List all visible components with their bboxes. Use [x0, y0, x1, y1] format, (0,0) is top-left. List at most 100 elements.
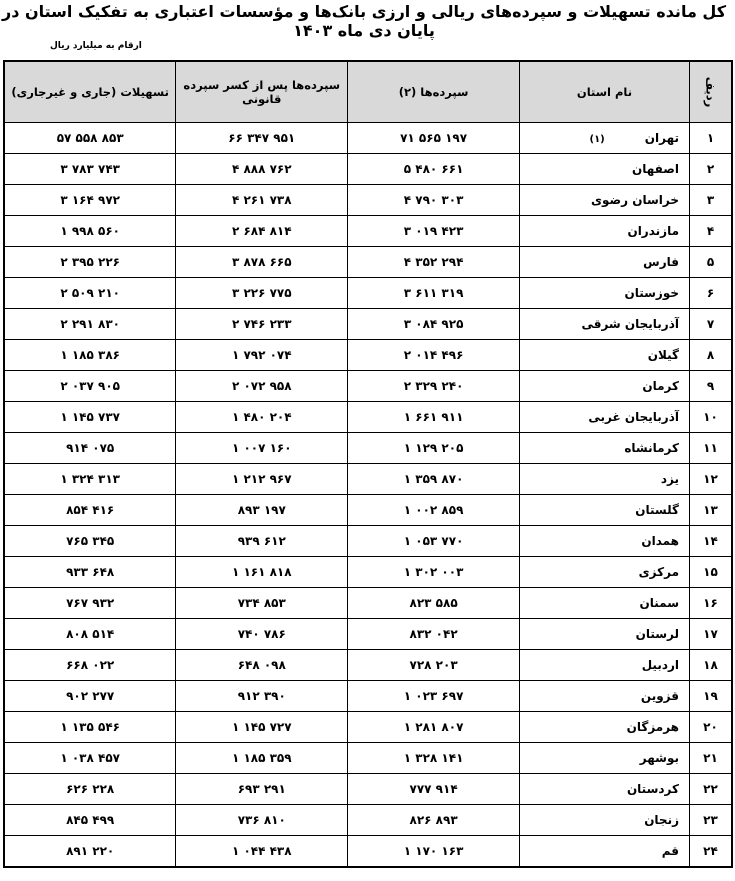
table-row: ۱۵ مرکزی ۱ ۳۰۲ ۰۰۳ ۱ ۱۶۱ ۸۱۸ ۹۳۳ ۶۴۸ — [3, 556, 733, 588]
value-cell: ۲ ۰۱۴ ۴۹۶ — [347, 339, 520, 371]
province-cell: گیلان — [519, 339, 690, 371]
value-cell: ۱ ۶۶۱ ۹۱۱ — [347, 401, 520, 433]
net-deposits: ۲ ۷۴۶ ۲۳۳ — [231, 317, 292, 331]
net-deposits: ۱ ۴۸۰ ۲۰۴ — [231, 410, 292, 424]
deposits: ۴ ۷۹۰ ۳۰۳ — [403, 193, 464, 207]
row-number: ۱۸ — [689, 649, 733, 681]
subtitle: ارقام به میلیارد ریال — [50, 41, 142, 51]
value-cell: ۱ ۱۸۵ ۳۸۶ — [3, 339, 177, 371]
value-cell: ۴ ۳۵۲ ۲۹۴ — [347, 246, 520, 278]
deposits: ۱ ۰۲۳ ۶۹۷ — [403, 689, 464, 703]
deposits: ۷۲۸ ۲۰۳ — [409, 658, 458, 672]
net-deposits: ۶۶ ۳۴۷ ۹۵۱ — [228, 131, 296, 145]
row-number: ۱۷ — [689, 618, 733, 650]
row-number: ۱۶ — [689, 587, 733, 619]
province-name: قزوین — [640, 689, 679, 703]
value-cell: ۱ ۴۸۰ ۲۰۴ — [175, 401, 349, 433]
title: کل مانده تسهیلات و سپرده‌های ریالی و ارز… — [1, 2, 727, 40]
table-row: ۴ مازندران ۳ ۰۱۹ ۴۲۳ ۲ ۶۸۴ ۸۱۴ ۱ ۹۹۸ ۵۶۰ — [3, 215, 733, 247]
value-cell: ۱ ۰۳۸ ۴۵۷ — [3, 742, 177, 774]
value-cell: ۱ ۰۰۷ ۱۶۰ — [175, 432, 349, 464]
row-number: ۱۹ — [689, 680, 733, 712]
value-cell: ۱ ۳۲۸ ۱۴۱ — [347, 742, 520, 774]
value-cell: ۱ ۱۴۵ ۷۲۷ — [175, 711, 349, 743]
deposits: ۸۲۳ ۵۸۵ — [409, 596, 458, 610]
footnote-ref: (۱) — [589, 134, 605, 145]
value-cell: ۷۴۰ ۷۸۶ — [175, 618, 349, 650]
deposits: ۷۷۷ ۹۱۴ — [409, 782, 458, 796]
net-deposits: ۹۱۲ ۳۹۰ — [237, 689, 286, 703]
facilities: ۱ ۱۴۵ ۷۳۷ — [60, 410, 120, 424]
value-cell: ۱ ۷۹۲ ۰۷۴ — [175, 339, 349, 371]
value-cell: ۲ ۳۲۹ ۲۴۰ — [347, 370, 520, 402]
table-row: ۱۳ گلستان ۱ ۰۰۲ ۸۵۹ ۸۹۳ ۱۹۷ ۸۵۴ ۴۱۶ — [3, 494, 733, 526]
net-deposits: ۷۴۰ ۷۸۶ — [237, 627, 286, 641]
province-name: کرمان — [642, 379, 679, 393]
table-row: ۶ خوزستان ۳ ۶۱۱ ۳۱۹ ۳ ۲۲۶ ۷۷۵ ۲ ۵۰۹ ۲۱۰ — [3, 277, 733, 309]
value-cell: ۱ ۱۸۵ ۳۵۹ — [175, 742, 349, 774]
facilities: ۵۷ ۵۵۸ ۸۵۳ — [56, 131, 124, 145]
facilities: ۱ ۰۳۸ ۴۵۷ — [60, 751, 120, 765]
facilities: ۸۰۸ ۵۱۴ — [66, 627, 115, 641]
table-row: ۲۴ قم ۱ ۱۷۰ ۱۶۳ ۱ ۰۴۴ ۴۳۸ ۸۹۱ ۲۲۰ — [3, 835, 733, 868]
value-cell: ۹۳۹ ۶۱۲ — [175, 525, 349, 557]
table-row: ۸ گیلان ۲ ۰۱۴ ۴۹۶ ۱ ۷۹۲ ۰۷۴ ۱ ۱۸۵ ۳۸۶ — [3, 339, 733, 371]
header-cell: نام استان — [519, 60, 690, 123]
row-number: ۱۵ — [689, 556, 733, 588]
province-cell: بوشهر — [519, 742, 690, 774]
value-cell: ۳ ۲۲۶ ۷۷۵ — [175, 277, 349, 309]
province-name: یزد — [660, 472, 679, 486]
facilities: ۶۶۸ ۰۲۲ — [66, 658, 115, 672]
value-cell: ۱ ۰۵۳ ۷۷۰ — [347, 525, 520, 557]
province-name: آذربایجان غربی — [588, 410, 679, 424]
net-deposits: ۱ ۱۴۵ ۷۲۷ — [231, 720, 292, 734]
facilities: ۳ ۷۸۳ ۷۴۳ — [60, 162, 120, 176]
value-cell: ۱ ۱۳۵ ۵۴۶ — [3, 711, 177, 743]
table-row: ۲۰ هرمزگان ۱ ۲۸۱ ۸۰۷ ۱ ۱۴۵ ۷۲۷ ۱ ۱۳۵ ۵۴۶ — [3, 711, 733, 743]
row-number: ۲۴ — [689, 835, 733, 868]
value-cell: ۲ ۵۰۹ ۲۱۰ — [3, 277, 177, 309]
value-cell: ۷۶۵ ۳۴۵ — [3, 525, 177, 557]
province-name: فارس — [643, 255, 679, 269]
row-number: ۸ — [689, 339, 733, 371]
row-number: ۶ — [689, 277, 733, 309]
facilities: ۱ ۱۸۵ ۳۸۶ — [60, 348, 120, 362]
deposits: ۳ ۰۸۴ ۹۲۵ — [403, 317, 464, 331]
table-row: ۲ اصفهان ۵ ۴۸۰ ۶۶۱ ۴ ۸۸۸ ۷۶۲ ۳ ۷۸۳ ۷۴۳ — [3, 153, 733, 185]
province-name: قم — [661, 844, 679, 858]
value-cell: ۶۲۶ ۲۲۸ — [3, 773, 177, 805]
value-cell: ۶۴۸ ۰۹۸ — [175, 649, 349, 681]
row-number: ۴ — [689, 215, 733, 247]
province-name: سمنان — [639, 596, 680, 610]
table-row: ۱۴ همدان ۱ ۰۵۳ ۷۷۰ ۹۳۹ ۶۱۲ ۷۶۵ ۳۴۵ — [3, 525, 733, 557]
province-cell: لرستان — [519, 618, 690, 650]
row-number: ۱۰ — [689, 401, 733, 433]
facilities: ۲ ۰۳۷ ۹۰۵ — [60, 379, 120, 393]
deposits: ۱ ۱۷۰ ۱۶۳ — [403, 844, 464, 858]
value-cell: ۴ ۲۶۱ ۷۳۸ — [175, 184, 349, 216]
province-cell: اردبیل — [519, 649, 690, 681]
province-name: مازندران — [627, 224, 679, 238]
deposits: ۳ ۰۱۹ ۴۲۳ — [403, 224, 464, 238]
data-table: ردیف نام استان سپرده‌ها (۲) سپرده‌ها پس … — [3, 60, 733, 868]
deposits: ۵ ۴۸۰ ۶۶۱ — [403, 162, 464, 176]
facilities: ۲ ۲۹۱ ۸۳۰ — [60, 317, 120, 331]
value-cell: ۳ ۶۱۱ ۳۱۹ — [347, 277, 520, 309]
table-row: ۱۲ یزد ۱ ۳۵۹ ۸۷۰ ۱ ۲۱۲ ۹۶۷ ۱ ۳۲۴ ۳۱۳ — [3, 463, 733, 495]
province-name: تهران — [644, 131, 679, 145]
province-name: کردستان — [626, 782, 679, 796]
value-cell: ۵ ۴۸۰ ۶۶۱ — [347, 153, 520, 185]
row-number: ۹ — [689, 370, 733, 402]
value-cell: ۳ ۰۱۹ ۴۲۳ — [347, 215, 520, 247]
facilities: ۷۶۵ ۳۴۵ — [66, 534, 115, 548]
net-deposits: ۱ ۲۱۲ ۹۶۷ — [231, 472, 292, 486]
net-deposits: ۲ ۰۷۲ ۹۵۸ — [231, 379, 292, 393]
value-cell: ۳ ۷۸۳ ۷۴۳ — [3, 153, 177, 185]
header-cell: سپرده‌ها پس از کسر سپرده قانونی — [175, 60, 349, 123]
net-deposits: ۷۳۴ ۸۵۳ — [237, 596, 286, 610]
row-number: ۲۰ — [689, 711, 733, 743]
facilities: ۶۲۶ ۲۲۸ — [66, 782, 115, 796]
net-deposits: ۲ ۶۸۴ ۸۱۴ — [231, 224, 292, 238]
table-row: ۵ فارس ۴ ۳۵۲ ۲۹۴ ۳ ۸۷۸ ۶۶۵ ۲ ۳۹۵ ۲۲۶ — [3, 246, 733, 278]
row-number: ۵ — [689, 246, 733, 278]
